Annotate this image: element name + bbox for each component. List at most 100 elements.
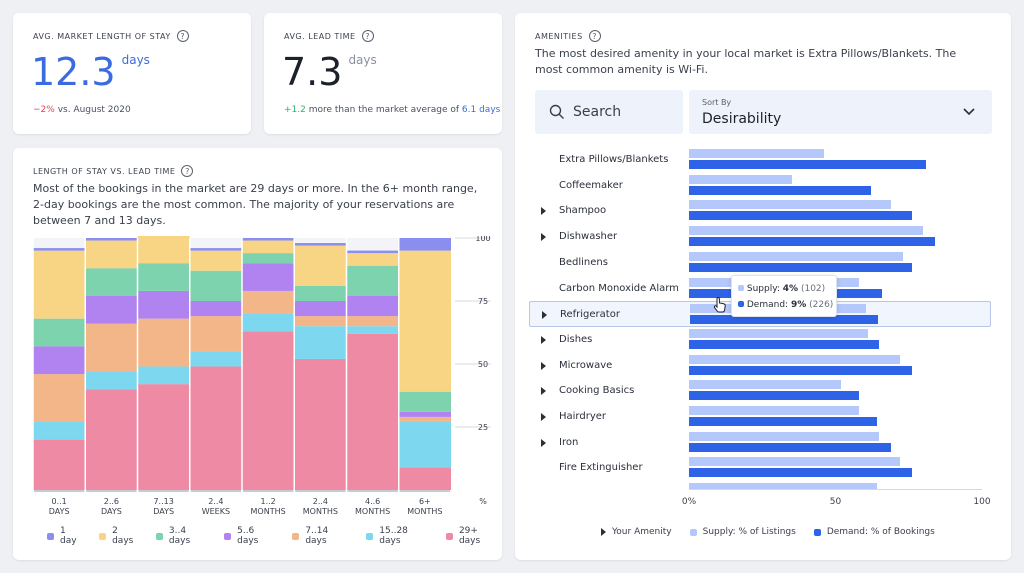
legend-label: 3..4 days (168, 526, 191, 546)
search-input[interactable]: Search (573, 104, 622, 120)
bar-segment (189, 301, 242, 317)
bar-segment (85, 389, 138, 490)
amenity-row[interactable]: Hotwater (529, 481, 991, 489)
demand-bar (689, 185, 871, 195)
x-tick-label: 100 (973, 497, 991, 507)
caret-right-icon (541, 207, 546, 216)
amenity-label: Dishwasher (559, 231, 618, 243)
y-tick-label: 25 (478, 423, 488, 432)
bar-segment (137, 384, 190, 490)
amenity-label: Cooking Basics (559, 385, 635, 397)
x-tick-label: 0% (681, 497, 697, 507)
bar-segment (137, 318, 190, 367)
legend-item: 29+ days (445, 526, 502, 546)
bar-segment (33, 248, 86, 251)
help-icon[interactable]: ? (176, 30, 189, 42)
kpi-lead-value-wrap: 7.3 days (282, 53, 377, 91)
legend-item: 5..6 days (224, 526, 278, 546)
amenity-row[interactable]: Shampoo (529, 198, 991, 224)
tooltip-supply-row: Supply: 4% (102) (738, 284, 825, 294)
demand-bar (690, 315, 878, 325)
amenity-label: Extra Pillows/Blankets (559, 154, 669, 165)
supply-bar (689, 226, 924, 236)
x-tick-label: 2..6 (104, 497, 119, 506)
x-tick-label: 50 (829, 497, 842, 507)
kpi-stay-unit: days (121, 53, 150, 67)
bar-segment (137, 290, 190, 319)
bar-segment (398, 250, 451, 392)
x-tick-label: MONTHS (251, 507, 286, 516)
demand-bar (689, 391, 859, 401)
help-icon[interactable]: ? (588, 30, 601, 42)
bar-segment (189, 250, 242, 271)
legend-item: 2 days (99, 526, 142, 546)
amenity-label: Hotwater (559, 488, 605, 489)
amenity-row[interactable]: Bedlinens (529, 250, 991, 276)
caret-right-icon (541, 438, 546, 447)
bar-segment (189, 351, 242, 367)
bar-segment (294, 326, 347, 359)
demand-bar (689, 211, 912, 221)
bar-segment (137, 236, 190, 264)
amenities-header: AMENITIES ? (535, 30, 601, 42)
amenity-row[interactable]: Hairdryer (529, 404, 991, 430)
supply-bar (689, 483, 877, 489)
legend-item: 7..14 days (292, 526, 352, 546)
chevron-down-icon (963, 108, 975, 116)
bar-segment (242, 313, 295, 332)
demand-bar (689, 442, 892, 452)
kpi-lead-delta-text: more than the market average of (308, 105, 460, 115)
demand-swatch (738, 301, 744, 307)
kpi-lead-delta-row: +1.2 more than the market average of 6.1… (284, 105, 500, 115)
bar-segment (33, 318, 86, 347)
legend-demand-label: Demand: % of Bookings (826, 527, 935, 537)
bar-segment (294, 301, 347, 317)
kpi-lead-delta-ref: 6.1 days (461, 105, 501, 115)
sort-select[interactable]: Sort By Desirability (689, 90, 992, 134)
sort-label: Sort By (702, 98, 732, 107)
x-tick-label: 1..2 (260, 497, 275, 506)
bar-segment (189, 270, 242, 301)
amenity-row[interactable]: Iron (529, 430, 991, 456)
help-icon[interactable]: ? (361, 30, 374, 42)
demand-bar (689, 237, 936, 247)
x-tick-label: DAYS (153, 507, 174, 516)
legend-demand: Demand: % of Bookings (813, 527, 935, 537)
x-tick-label: 2..4 (208, 497, 223, 506)
tooltip-demand-count: (226) (809, 300, 834, 310)
kpi-lead-value: 7.3 (282, 50, 343, 94)
legend-swatch (47, 532, 54, 540)
amenity-row[interactable]: Fire Extinguisher (529, 455, 991, 481)
bar-segment (137, 366, 190, 385)
bar-segment (242, 331, 295, 490)
supply-bar (689, 354, 900, 364)
supply-bar (689, 200, 892, 210)
kpi-stay-value-wrap: 12.3 days (31, 53, 150, 91)
bar-segment (346, 295, 399, 317)
y-tick-label: 50 (478, 360, 488, 369)
kpi-lead-delta: +1.2 (284, 105, 306, 115)
bar-segment (398, 467, 451, 490)
bar-segment (85, 240, 138, 269)
search-box[interactable]: Search (535, 90, 683, 134)
legend-swatch (155, 532, 163, 540)
x-tick-label: 6+ (419, 497, 431, 506)
y-tick-label: 75 (478, 297, 488, 306)
amenity-row[interactable]: Dishwasher (529, 224, 991, 250)
amenity-row[interactable]: Microwave (529, 353, 991, 379)
amenity-row[interactable]: Cooking Basics (529, 378, 991, 404)
bar-segment (33, 439, 86, 490)
bar-segment (346, 316, 399, 327)
amenity-row[interactable]: Coffeemaker (529, 173, 991, 199)
stay-chart-header: LENGTH OF STAY VS. LEAD TIME ? (33, 165, 194, 177)
help-icon[interactable]: ? (181, 165, 194, 177)
caret-right-icon (541, 413, 546, 421)
stacked-bar-chart: 0..1DAYS2..6DAYS7..13DAYS2..4WEEKS1..2MO… (32, 236, 491, 516)
amenity-row[interactable]: Extra Pillows/Blankets (529, 147, 991, 173)
amenity-row[interactable]: Dishes (529, 327, 991, 353)
caret-right-icon (542, 311, 547, 320)
bar-segment (398, 238, 451, 251)
x-tick-label: DAYS (49, 507, 70, 516)
bar-segment (137, 263, 190, 291)
bar-segment (85, 238, 138, 241)
